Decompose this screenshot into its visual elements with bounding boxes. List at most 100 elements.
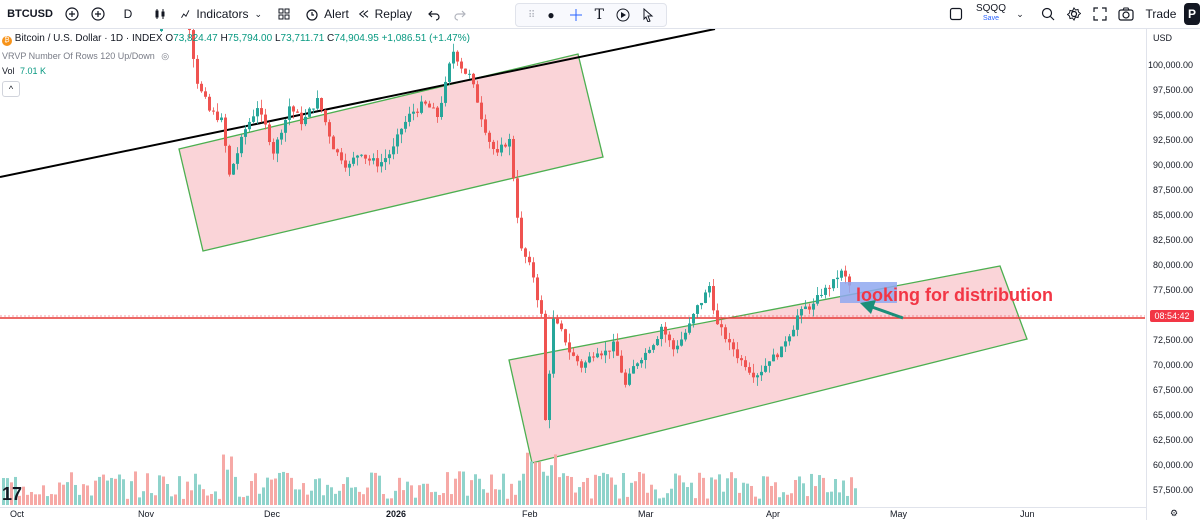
volume-bar: [174, 494, 177, 505]
text-tool-icon[interactable]: T: [594, 7, 604, 23]
indicators-label: Indicators: [196, 7, 249, 21]
candle: [588, 356, 591, 363]
volume-bar: [678, 475, 681, 505]
price-chart[interactable]: looking for distribution 17: [0, 29, 1145, 507]
volume-bar: [802, 483, 805, 505]
candle: [452, 51, 455, 64]
volume-bar: [630, 482, 633, 505]
chart-type-icon[interactable]: [150, 3, 170, 25]
candle: [640, 359, 643, 364]
saved-layout-button[interactable]: SQQQ Save: [972, 3, 1010, 25]
volume-bar: [458, 471, 461, 505]
candle: [496, 149, 499, 153]
volume-bar: [470, 480, 473, 505]
templates-icon[interactable]: [274, 3, 294, 25]
candle: [516, 178, 519, 218]
add-symbol-icon[interactable]: [62, 3, 82, 25]
currency-selector[interactable]: USD: [1153, 33, 1173, 43]
volume-bar: [570, 476, 573, 505]
interval-button[interactable]: D: [123, 7, 133, 21]
volume-bar: [374, 472, 377, 505]
candle: [212, 110, 215, 112]
countdown-badge: 08:54:42: [1150, 310, 1194, 322]
volume-bar: [274, 478, 277, 505]
alarm-clock-icon: [306, 9, 318, 21]
drag-handle-icon[interactable]: ⠿: [528, 9, 536, 21]
candle: [612, 341, 615, 352]
volume-bar: [654, 489, 657, 505]
time-tick-label: Jun: [1020, 509, 1035, 519]
layout-square-icon[interactable]: [946, 3, 966, 25]
volume-bar: [742, 482, 745, 505]
candle: [784, 341, 787, 347]
volume-bar: [846, 495, 849, 505]
compare-icon[interactable]: [88, 3, 108, 25]
time-axis[interactable]: Oct Nov Dec 2026 Feb Mar Apr May Jun ⚙: [0, 507, 1178, 521]
profile-button[interactable]: P: [1184, 3, 1200, 25]
annotation-text[interactable]: looking for distribution: [856, 285, 1053, 305]
undo-icon[interactable]: [424, 3, 444, 25]
settings-gear-icon[interactable]: ⚙: [1170, 508, 1179, 518]
quick-search-icon[interactable]: [1038, 3, 1058, 25]
candle: [780, 346, 783, 358]
candle: [352, 157, 355, 164]
candle: [356, 155, 359, 158]
candle: [456, 51, 459, 62]
trendline[interactable]: [0, 29, 716, 178]
play-icon[interactable]: [616, 8, 630, 22]
dot-cursor-icon[interactable]: ●: [547, 8, 555, 22]
distribution-highlight-box[interactable]: [840, 282, 897, 303]
volume-bar: [434, 491, 437, 505]
volume-bar: [218, 498, 221, 505]
volume-bar: [594, 474, 597, 505]
svg-text:17: 17: [2, 484, 22, 504]
tradingview-logo: 17: [2, 484, 22, 504]
candle: [292, 106, 295, 112]
candle: [540, 300, 543, 314]
volume-bar: [830, 491, 833, 505]
vrvp-indicator-label[interactable]: VRVP Number Of Rows 120 Up/Down ◎: [2, 51, 169, 62]
crosshair-icon[interactable]: [569, 8, 583, 22]
cursor-arrow-icon[interactable]: [642, 8, 654, 22]
candle: [196, 58, 199, 84]
replay-button[interactable]: Replay: [358, 3, 412, 25]
volume-bar: [190, 490, 193, 505]
volume-bar: [158, 475, 161, 505]
annotation-arrow[interactable]: [860, 300, 904, 320]
volume-bar: [82, 484, 85, 505]
candle: [468, 73, 471, 75]
volume-bar: [342, 483, 345, 505]
volume-bar: [346, 477, 349, 505]
symbol-search-button[interactable]: BTCUSD: [7, 8, 53, 20]
volume-bar: [106, 480, 109, 505]
layout-chevron-down-icon[interactable]: ⌄: [1016, 8, 1024, 19]
gear-icon[interactable]: [1064, 3, 1084, 25]
eye-slash-icon[interactable]: ◎: [161, 51, 170, 61]
volume-bar: [390, 498, 393, 505]
fullscreen-icon[interactable]: [1090, 3, 1110, 25]
trade-button[interactable]: Trade: [1145, 7, 1177, 21]
candle: [392, 146, 395, 155]
volume-bar: [386, 498, 389, 505]
candle: [380, 162, 383, 167]
volume-bar: [762, 476, 765, 505]
candle: [364, 154, 367, 159]
volume-bar: [86, 485, 89, 505]
candle: [340, 152, 343, 161]
volume-bar: [166, 484, 169, 505]
camera-icon[interactable]: [1116, 3, 1136, 25]
candle: [248, 121, 251, 130]
volume-bar: [170, 496, 173, 505]
volume-bar: [698, 472, 701, 505]
redo-icon[interactable]: [450, 3, 470, 25]
candle: [824, 287, 827, 295]
price-axis[interactable]: USD 100,000.00 97,500.00 95,000.00 92,500.0…: [1146, 29, 1200, 520]
volume-bar: [422, 483, 425, 505]
collapse-legend-button[interactable]: ^: [2, 81, 20, 97]
volume-bar: [214, 491, 217, 505]
volume-bar: [722, 491, 725, 505]
volume-bar: [62, 484, 65, 505]
indicators-button[interactable]: Indicators ⌄: [180, 3, 262, 25]
volume-bar: [490, 474, 493, 505]
alert-button[interactable]: Alert: [304, 3, 350, 25]
